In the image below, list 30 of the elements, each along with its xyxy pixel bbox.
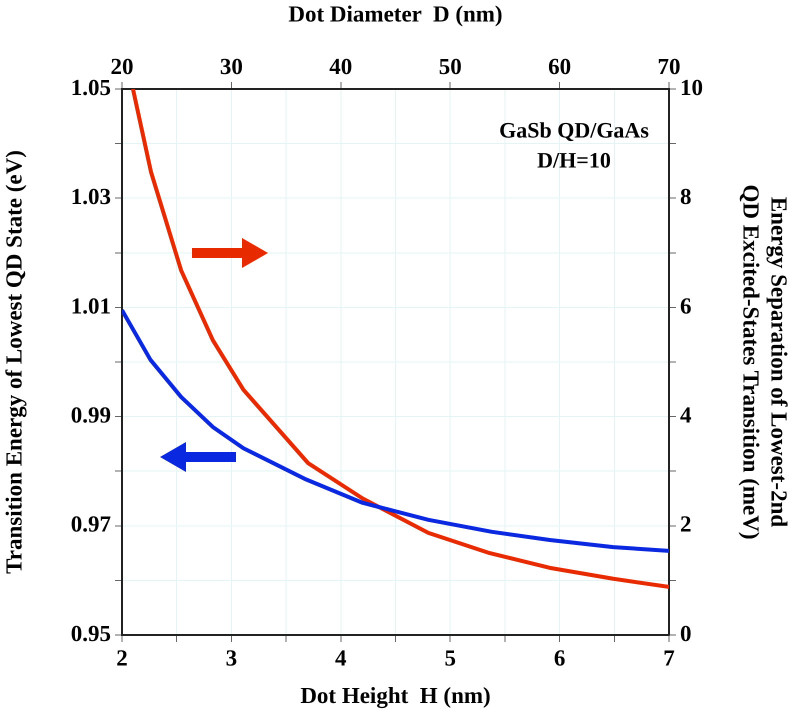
y-tick-label: 0.99: [70, 402, 111, 428]
x-tick-label: 4: [335, 646, 348, 671]
x-tick-label: 3: [226, 646, 238, 671]
y-tick-label: 1.03: [70, 184, 111, 210]
y2-axis-title: Energy Separation of Lowest-2nd QD Excited-States Transition (meV): [738, 184, 792, 540]
x2-tick-label: 20: [110, 54, 134, 80]
x2-tick-label: 50: [438, 54, 462, 80]
y2-tick-label: 2: [680, 512, 692, 537]
x2-tick-label: 70: [658, 54, 680, 80]
y-tick-label: 0.95: [70, 620, 111, 646]
y2-tick-label: 0: [680, 620, 692, 646]
x-axis-title: Dot Height H (nm): [300, 683, 491, 710]
y-tick-label: 1.01: [70, 293, 111, 318]
y2-tick-label: 8: [680, 184, 692, 210]
y2-tick-label: 6: [680, 293, 692, 318]
y-tick-label: 1.05: [70, 74, 111, 100]
x2-tick-label: 40: [329, 54, 352, 80]
x-tick-label: 5: [444, 646, 456, 671]
x-tick-label: 6: [554, 646, 566, 671]
y-tick-label: 0.97: [70, 512, 111, 537]
x2-tick-label: 30: [220, 54, 243, 80]
y2-tick-label: 10: [680, 74, 703, 100]
y-axis-title: Transition Energy of Lowest QD State (eV): [2, 150, 28, 574]
x-tick-label: 7: [663, 646, 675, 671]
x2-tick-label: 60: [548, 54, 572, 80]
annotation: GaSb QD/GaAs: [499, 118, 650, 143]
x-tick-label: 2: [116, 646, 128, 671]
annotation: D/H=10: [537, 148, 611, 173]
y2-tick-label: 4: [680, 402, 692, 428]
x2-axis-title: Dot Diameter D (nm): [288, 2, 503, 27]
